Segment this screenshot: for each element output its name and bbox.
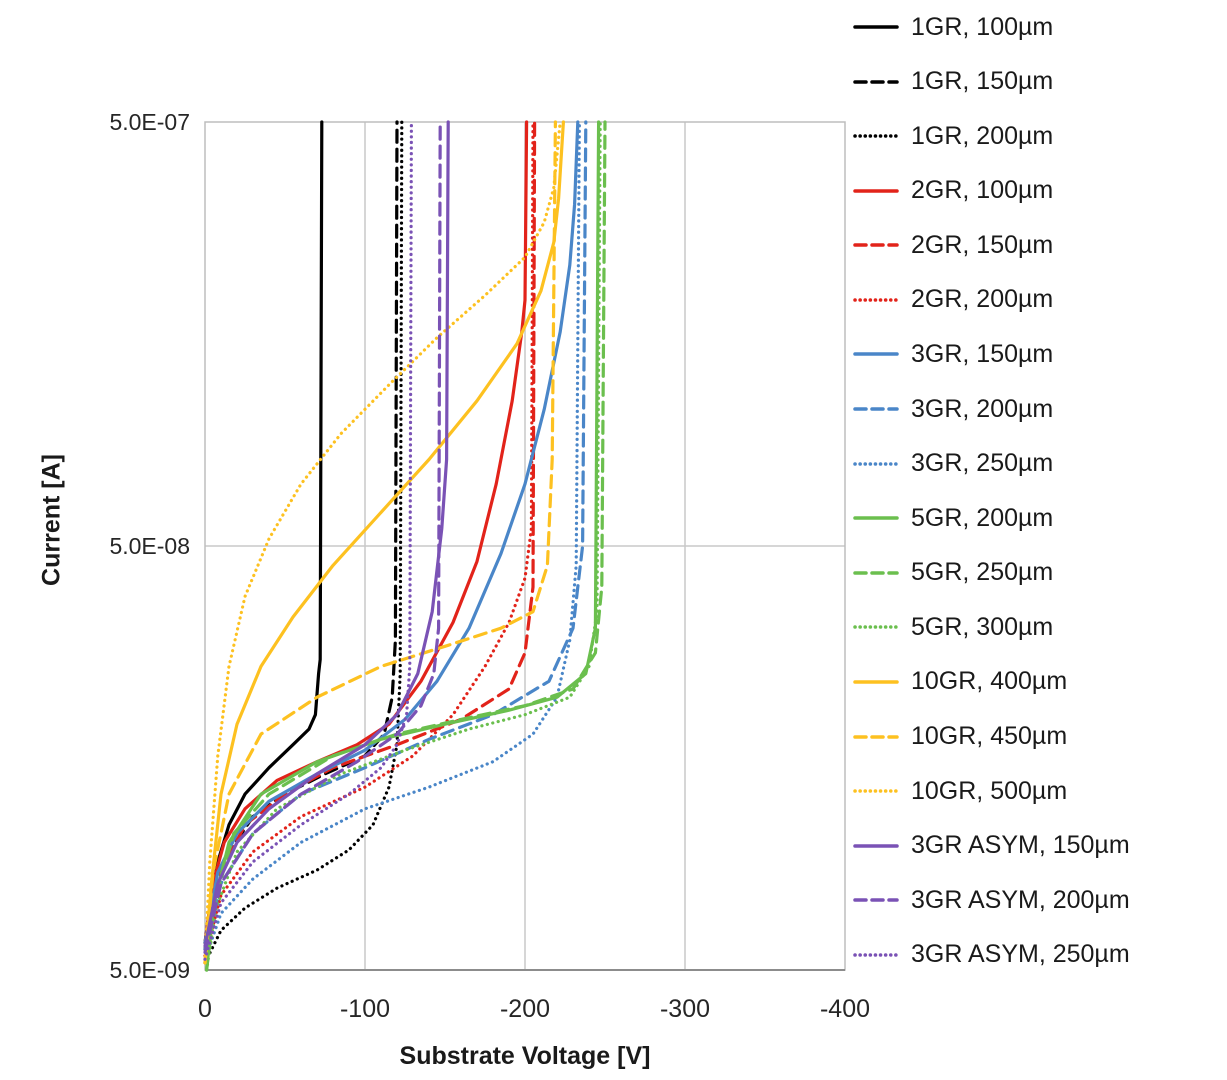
legend-line-sample [853, 79, 899, 84]
y-tick-5-0e-09: 5.0E-09 [109, 957, 190, 983]
legend-line-sample [853, 461, 899, 466]
x-tick-400: -400 [819, 995, 871, 1023]
x-tick-300: -300 [659, 995, 711, 1023]
legend-label: 1GR, 150µm [911, 67, 1054, 96]
legend-line-sample [853, 625, 899, 630]
legend-label: 5GR, 300µm [911, 612, 1054, 641]
legend-line-sample [853, 953, 899, 957]
series-1gr-200-m [203, 120, 404, 965]
legend-label: 3GR, 200µm [911, 394, 1054, 423]
series-10gr-400-m [203, 120, 565, 965]
series-3gr-150-m [203, 120, 580, 945]
legend-label: 5GR, 200µm [911, 503, 1054, 532]
series-2gr-200-m [203, 120, 535, 958]
series-3gr-asym-150-m [203, 120, 450, 948]
series-5gr-250-m [205, 120, 607, 972]
legend-line-sample [853, 243, 899, 248]
legend-label: 3GR ASYM, 200µm [911, 885, 1130, 914]
legend-label: 2GR, 200µm [911, 285, 1054, 314]
legend-item-1gr-100-m: 1GR, 100µm [853, 12, 1213, 42]
legend-label: 3GR, 250µm [911, 449, 1054, 478]
legend-item-3gr-asym-200-m: 3GR ASYM, 200µm [853, 885, 1213, 915]
x-tick-100: -100 [339, 995, 391, 1023]
legend-item-3gr-200-m: 3GR, 200µm [853, 394, 1213, 424]
y-tick-5-0e-08: 5.0E-08 [109, 533, 190, 559]
legend-label: 2GR, 150µm [911, 230, 1054, 259]
legend-label: 3GR ASYM, 150µm [911, 831, 1130, 860]
x-tick-0: 0 [198, 995, 212, 1023]
legend-label: 10GR, 450µm [911, 722, 1068, 751]
legend-item-5gr-250-m: 5GR, 250µm [853, 558, 1213, 588]
series-10gr-450-m [203, 120, 557, 965]
legend-item-10gr-450-m: 10GR, 450µm [853, 722, 1213, 752]
legend-item-1gr-150-m: 1GR, 150µm [853, 67, 1213, 97]
legend-line-sample [853, 843, 899, 848]
legend-line-sample [853, 134, 899, 138]
legend-line-sample [853, 734, 899, 739]
legend-label: 3GR, 150µm [911, 339, 1054, 368]
legend-line-sample [853, 789, 899, 793]
legend-item-1gr-200-m: 1GR, 200µm [853, 121, 1213, 151]
legend-line-sample [853, 407, 899, 411]
legend-line-sample [853, 25, 899, 29]
legend-line-sample [853, 516, 899, 520]
legend-item-3gr-asym-150-m: 3GR ASYM, 150µm [853, 831, 1213, 861]
legend-line-sample [853, 298, 899, 302]
legend-item-10gr-500-m: 10GR, 500µm [853, 776, 1213, 806]
legend-item-2gr-150-m: 2GR, 150µm [853, 230, 1213, 260]
series-10gr-500-m [203, 120, 562, 965]
legend-item-3gr-150-m: 3GR, 150µm [853, 339, 1213, 369]
legend-label: 2GR, 100µm [911, 176, 1054, 205]
legend-label: 1GR, 100µm [911, 12, 1054, 41]
series-3gr-asym-250-m [203, 120, 413, 961]
y-axis-title: Current [A] [37, 454, 66, 586]
legend-item-2gr-100-m: 2GR, 100µm [853, 176, 1213, 206]
legend-item-2gr-200-m: 2GR, 200µm [853, 285, 1213, 315]
legend-item-3gr-250-m: 3GR, 250µm [853, 449, 1213, 479]
legend-item-5gr-200-m: 5GR, 200µm [853, 503, 1213, 533]
x-axis-title: Substrate Voltage [V] [399, 1042, 651, 1070]
x-tick-200: -200 [499, 995, 551, 1023]
legend-label: 5GR, 250µm [911, 558, 1054, 587]
legend-item-10gr-400-m: 10GR, 400µm [853, 667, 1213, 697]
y-tick-5-0e-07: 5.0E-07 [109, 109, 190, 135]
legend-item-3gr-asym-250-m: 3GR ASYM, 250µm [853, 940, 1213, 970]
legend-label: 10GR, 500µm [911, 776, 1068, 805]
legend-line-sample [853, 188, 899, 193]
legend-label: 10GR, 400µm [911, 667, 1068, 696]
legend-item-5gr-300-m: 5GR, 300µm [853, 612, 1213, 642]
chart-legend: 1GR, 100µm 1GR, 150µm 1GR, 200µm 2GR, 100µm… [853, 12, 1213, 970]
legend-label: 1GR, 200µm [911, 121, 1054, 150]
legend-line-sample [853, 352, 899, 357]
legend-line-sample [853, 680, 899, 684]
series-2gr-100-m [203, 120, 529, 945]
series-3gr-asym-200-m [203, 120, 442, 954]
legend-line-sample [853, 898, 899, 902]
series-3gr-200-m [203, 120, 588, 951]
series-3gr-250-m [203, 120, 581, 961]
legend-line-sample [853, 571, 899, 575]
legend-label: 3GR ASYM, 250µm [911, 940, 1130, 969]
